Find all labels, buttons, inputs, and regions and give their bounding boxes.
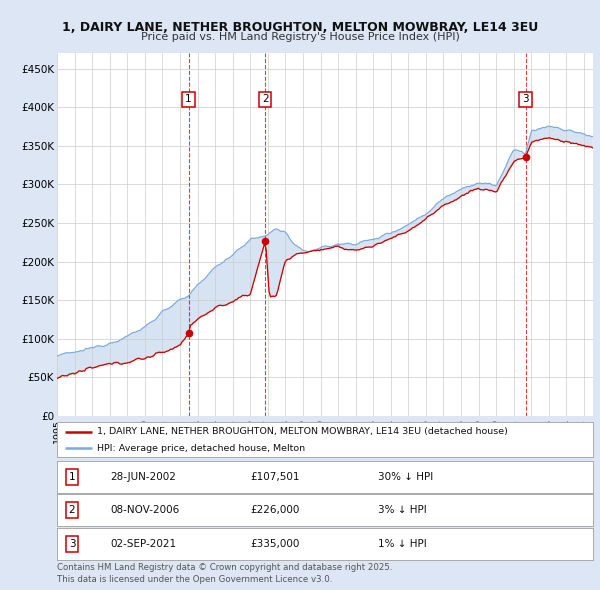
Text: 2: 2: [68, 506, 76, 515]
Text: 1, DAIRY LANE, NETHER BROUGHTON, MELTON MOWBRAY, LE14 3EU (detached house): 1, DAIRY LANE, NETHER BROUGHTON, MELTON …: [97, 427, 508, 436]
Text: 02-SEP-2021: 02-SEP-2021: [110, 539, 177, 549]
Text: Price paid vs. HM Land Registry's House Price Index (HPI): Price paid vs. HM Land Registry's House …: [140, 32, 460, 42]
Text: 3: 3: [522, 94, 529, 104]
Text: £335,000: £335,000: [250, 539, 299, 549]
Text: 1, DAIRY LANE, NETHER BROUGHTON, MELTON MOWBRAY, LE14 3EU: 1, DAIRY LANE, NETHER BROUGHTON, MELTON …: [62, 21, 538, 34]
Text: 28-JUN-2002: 28-JUN-2002: [110, 472, 176, 481]
Text: 1: 1: [68, 472, 76, 481]
Text: 3: 3: [68, 539, 76, 549]
Text: 30% ↓ HPI: 30% ↓ HPI: [379, 472, 434, 481]
Text: 1: 1: [185, 94, 192, 104]
Text: Contains HM Land Registry data © Crown copyright and database right 2025.
This d: Contains HM Land Registry data © Crown c…: [57, 563, 392, 584]
Text: 1% ↓ HPI: 1% ↓ HPI: [379, 539, 427, 549]
Text: 08-NOV-2006: 08-NOV-2006: [110, 506, 180, 515]
Text: HPI: Average price, detached house, Melton: HPI: Average price, detached house, Melt…: [97, 444, 305, 453]
Text: 3% ↓ HPI: 3% ↓ HPI: [379, 506, 427, 515]
Text: 2: 2: [262, 94, 268, 104]
Text: £226,000: £226,000: [250, 506, 299, 515]
Text: £107,501: £107,501: [250, 472, 299, 481]
